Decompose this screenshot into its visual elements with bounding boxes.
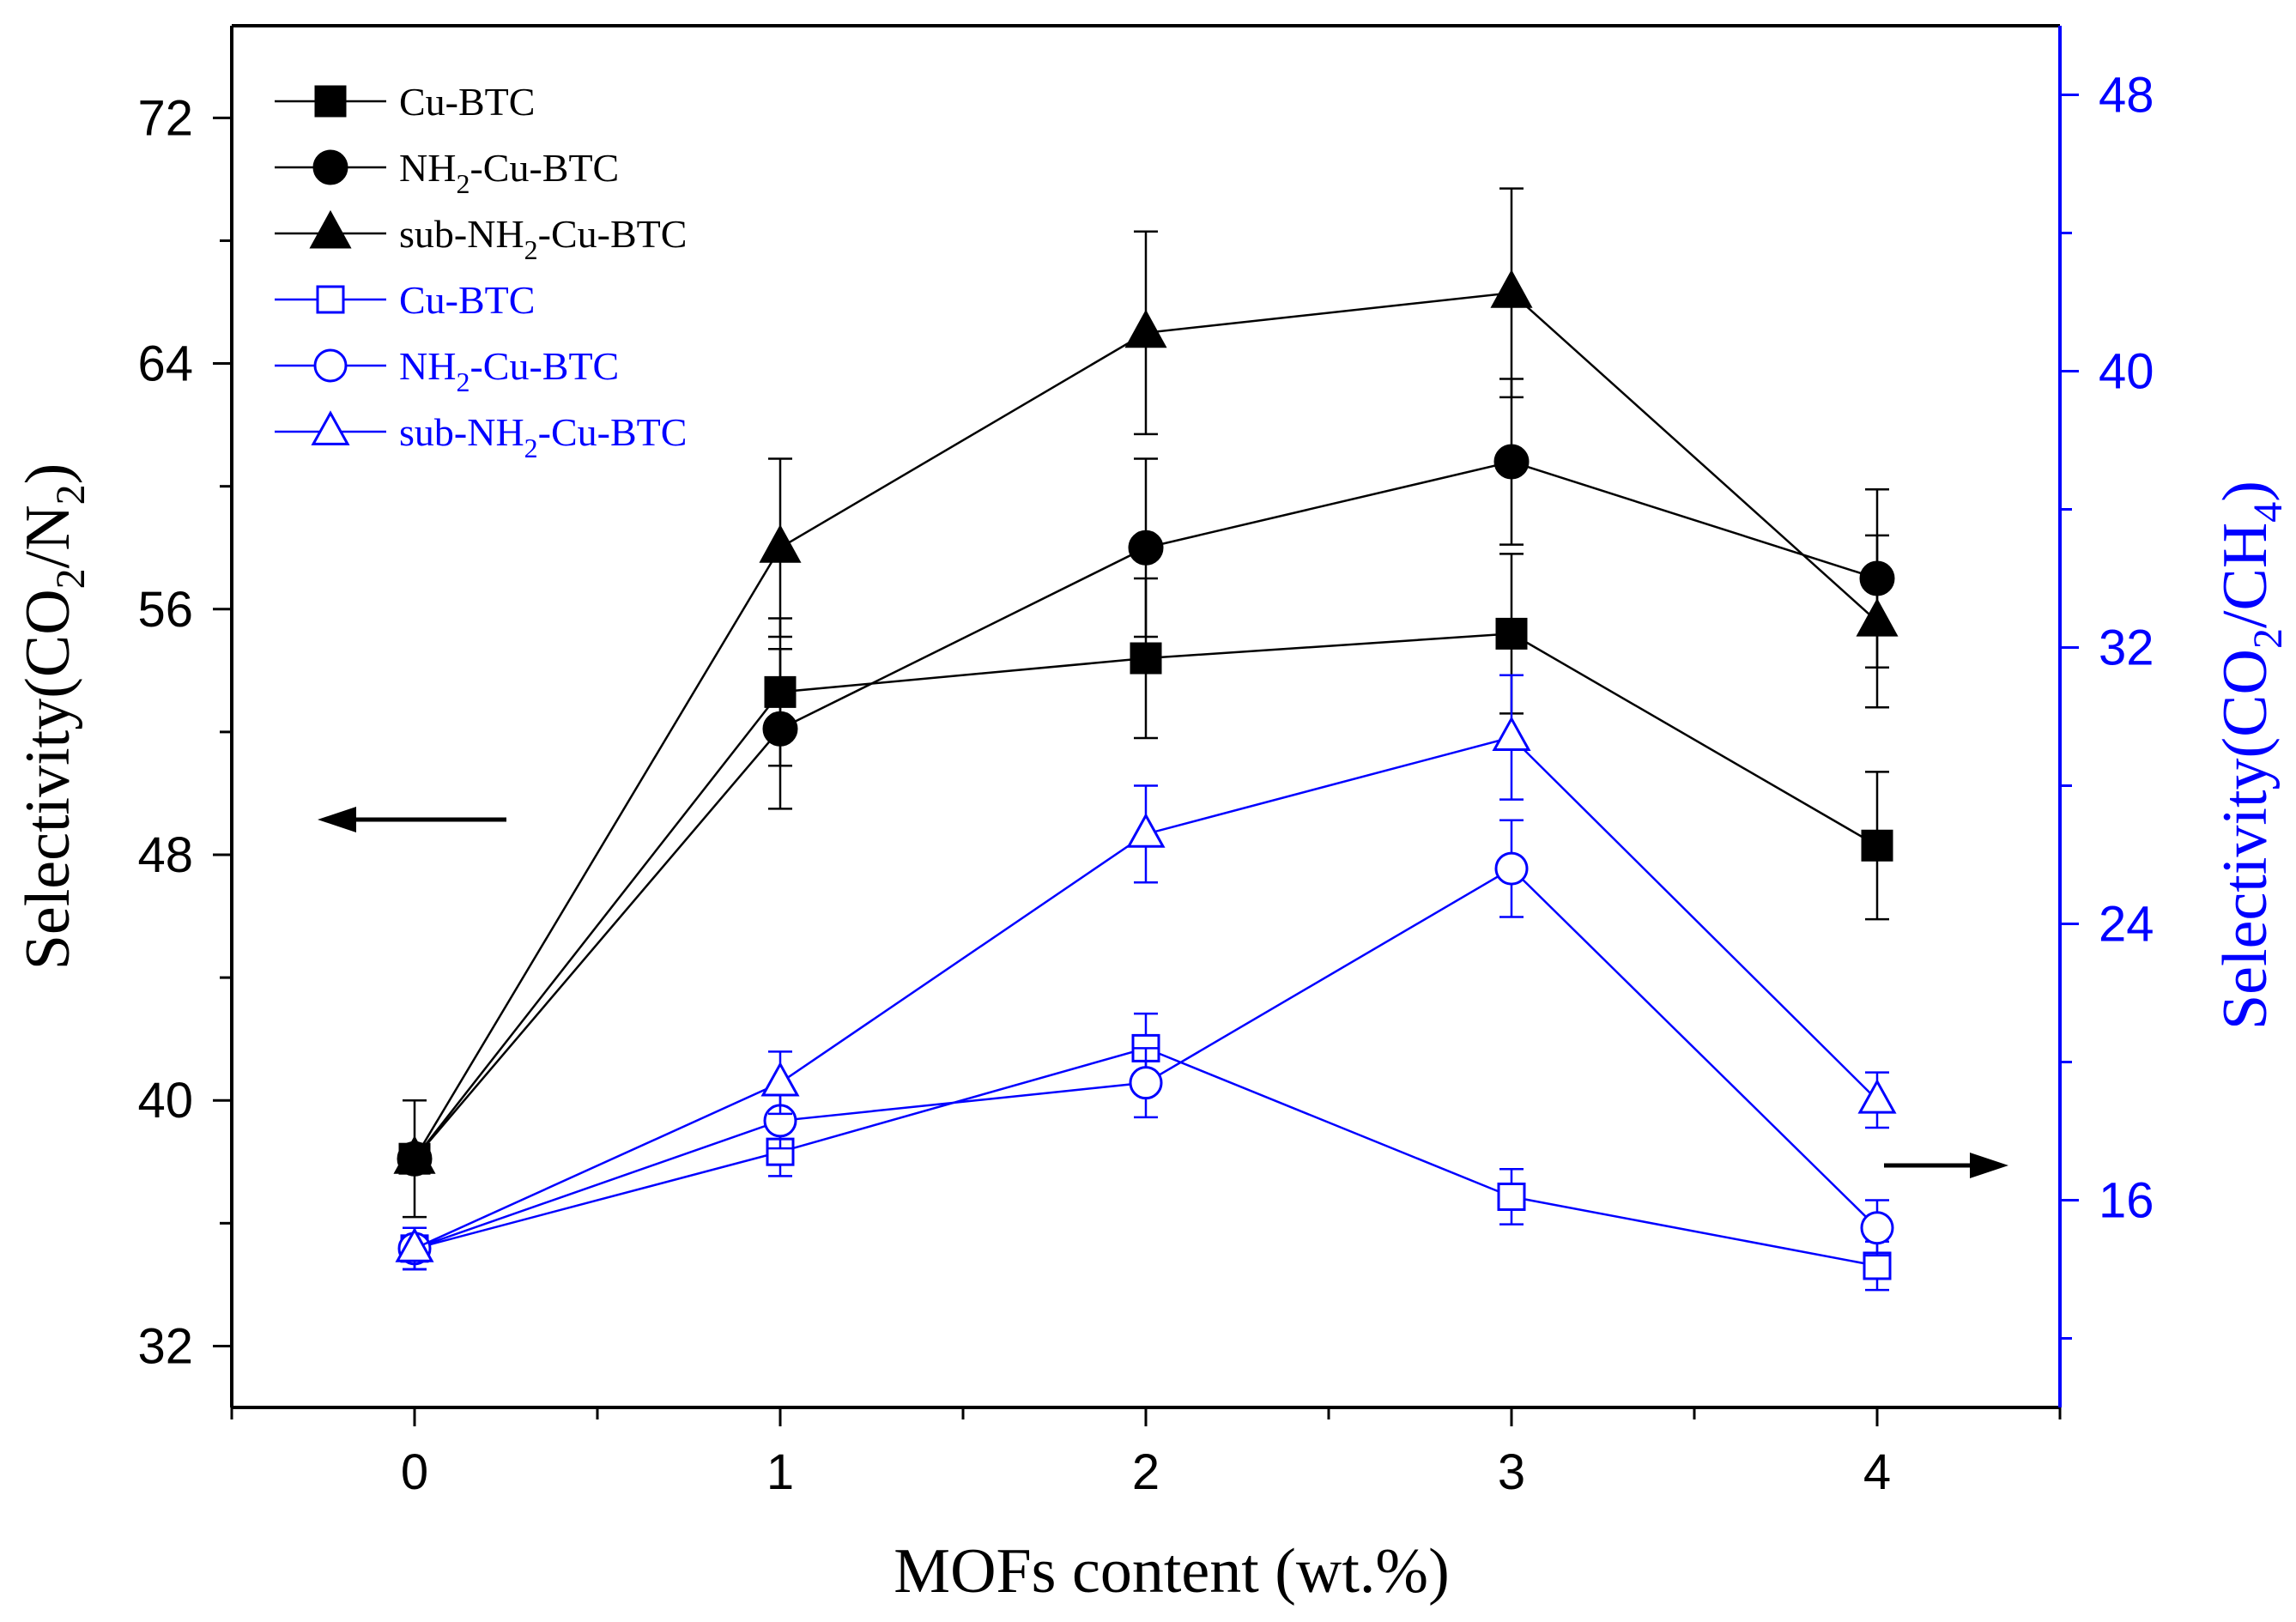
y-left-tick-label: 72 [137, 90, 193, 146]
legend-entry: sub-NH2-Cu-BTC [275, 410, 687, 463]
legend-label-text: -Cu-BTC [538, 410, 688, 454]
data-point [1497, 1182, 1526, 1211]
data-point [1124, 309, 1167, 348]
legend-label-text: -Cu-BTC [469, 344, 619, 388]
legend-label-text: NH [399, 344, 456, 388]
y-left-title-text: /N [13, 505, 83, 568]
y-right-title: Selectivity(CO2/CH4) [2210, 481, 2291, 1030]
data-point [395, 1227, 434, 1262]
legend-entry: NH2-Cu-BTC [275, 344, 619, 397]
y-right-title-sub: 4 [2245, 502, 2291, 523]
legend-label-text: NH [399, 146, 456, 190]
plot-frame: 0 1 2 3 4 32 40 48 56 64 72 16 24 32 40 48 [137, 24, 2154, 1500]
legend-label: NH2-Cu-BTC [399, 344, 619, 397]
x-tick-label: 1 [766, 1444, 794, 1500]
x-tick-label: 2 [1132, 1444, 1160, 1500]
y-right-title-text: ) [2210, 481, 2281, 502]
legend-marker [312, 149, 348, 185]
y-left-title-sub: 2 [48, 484, 94, 505]
y-right-tick-label: 40 [2099, 344, 2154, 400]
data-point [1492, 716, 1531, 752]
legend-label: Cu-BTC [399, 80, 535, 124]
legend-label: NH2-Cu-BTC [399, 146, 619, 199]
data-point [1495, 617, 1528, 650]
legend-label: sub-NH2-Cu-BTC [399, 212, 687, 265]
y-right-tick-label: 48 [2099, 68, 2154, 124]
data-point [1490, 269, 1533, 308]
data-point [1856, 597, 1899, 637]
legend: Cu-BTCNH2-Cu-BTCsub-NH2-Cu-BTCCu-BTCNH2-… [275, 80, 687, 463]
legend-label-sub: 2 [456, 168, 469, 199]
y-left-title: Selectivity(CO2/N2) [13, 463, 94, 971]
legend-marker [316, 285, 345, 314]
y-right-title-text: /CH [2210, 523, 2281, 628]
right-arrow-head [1970, 1153, 2008, 1178]
legend-marker [309, 209, 352, 249]
axis-labels: Selectivity(CO2/N2)Selectivity(CO2/CH4)M… [13, 463, 2291, 1607]
data-point [1126, 813, 1166, 848]
y-right-tick-label: 24 [2099, 897, 2154, 953]
y-left-tick-label: 32 [137, 1318, 193, 1374]
y-left-tick-label: 56 [137, 582, 193, 638]
data-point [1863, 1251, 1892, 1280]
data-point [1128, 530, 1164, 566]
y-left-tick-label: 64 [137, 336, 193, 392]
data-point [1493, 444, 1530, 480]
data-point [1860, 1211, 1894, 1245]
legend-label-sub: 2 [456, 366, 469, 397]
legend-label-sub: 2 [524, 234, 538, 265]
legend-label-text: -Cu-BTC [538, 212, 688, 256]
data-point [759, 524, 802, 563]
data-point [762, 711, 798, 747]
data-point [1130, 642, 1162, 675]
legend-marker [311, 410, 350, 445]
data-point [393, 1135, 436, 1174]
x-tick-label: 4 [1863, 1444, 1891, 1500]
data-point [760, 1061, 800, 1097]
legend-label: Cu-BTC [399, 278, 535, 322]
legend-entry: Cu-BTC [275, 278, 535, 322]
legend-entry: NH2-Cu-BTC [275, 146, 619, 199]
x-axis-title: MOFs content (wt.%) [894, 1536, 1449, 1607]
y-right-tick-label: 16 [2099, 1173, 2154, 1229]
legend-entry: sub-NH2-Cu-BTC [275, 209, 687, 265]
data-point [1861, 829, 1893, 862]
y-left-tick-label: 40 [137, 1073, 193, 1129]
legend-label-sub: 2 [524, 433, 538, 463]
y-right-title-sub: 2 [2245, 628, 2291, 649]
y-left-tick-label: 48 [137, 827, 193, 883]
data-point [1857, 1079, 1897, 1114]
legend-label-text: Cu-BTC [399, 278, 535, 322]
y-left-title-text: ) [13, 463, 83, 485]
data-point [1129, 1066, 1163, 1100]
legend-label-text: sub-NH [399, 212, 524, 256]
legend-label-text: -Cu-BTC [469, 146, 619, 190]
left-arrow-head [318, 807, 356, 832]
legend-marker [313, 348, 348, 383]
data-point [1494, 851, 1529, 886]
legend-entry: Cu-BTC [275, 80, 535, 124]
y-right-tick-label: 32 [2099, 620, 2154, 676]
x-tick-label: 3 [1498, 1444, 1525, 1500]
y-left-title-sub: 2 [48, 568, 94, 589]
legend-label: sub-NH2-Cu-BTC [399, 410, 687, 463]
x-tick-label: 0 [401, 1444, 428, 1500]
series-layer [393, 187, 1899, 1292]
axis-arrows [318, 807, 2008, 1178]
series-n2-triangle [393, 187, 1899, 1174]
y-left-title-text: Selectivity(CO [13, 589, 83, 970]
legend-label-text: Cu-BTC [399, 80, 535, 124]
legend-marker [314, 85, 347, 118]
legend-label-text: sub-NH [399, 410, 524, 454]
series-ch4-triangle [395, 674, 1897, 1271]
y-right-title-text: Selectivity(CO [2210, 649, 2281, 1030]
